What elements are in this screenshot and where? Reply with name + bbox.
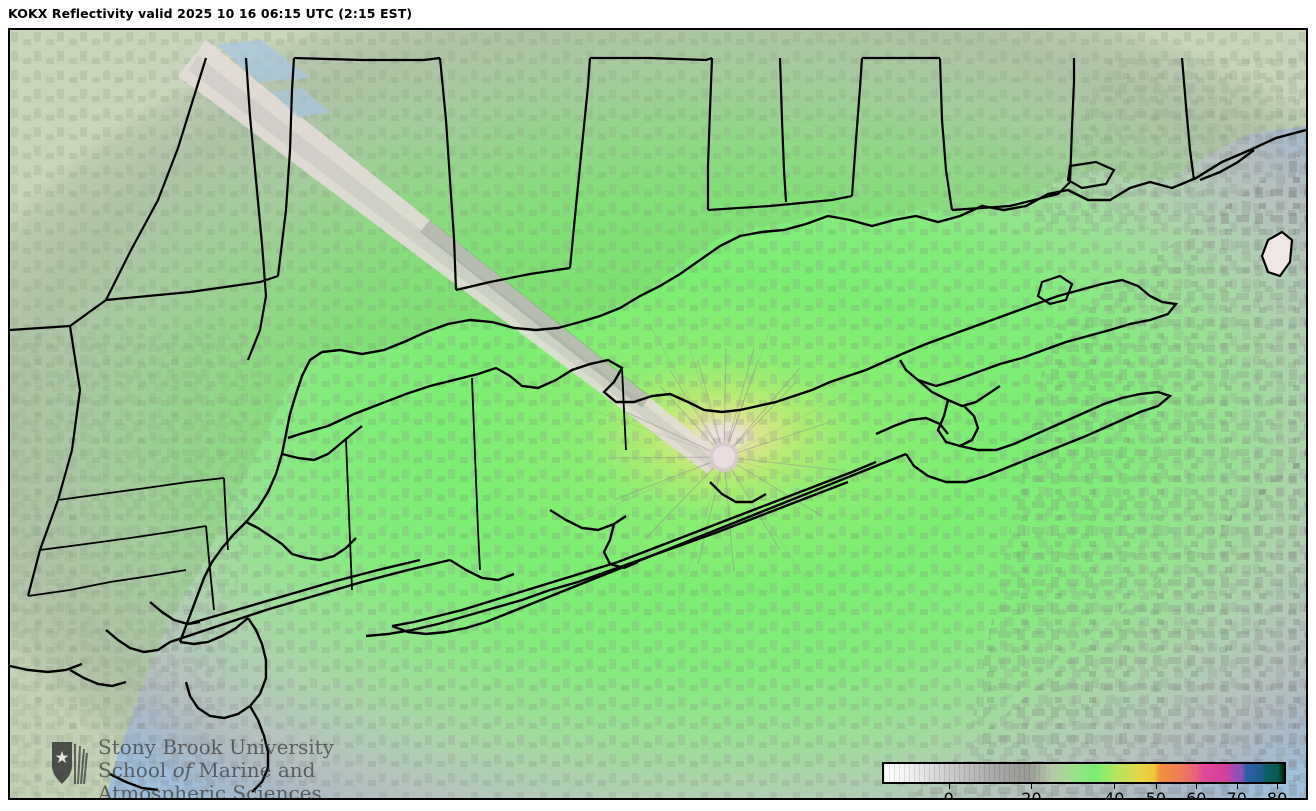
colorbar-tick-label: 80	[1267, 789, 1287, 798]
coastline-nyc-metro	[10, 351, 451, 793]
land-tint	[10, 30, 1306, 798]
colorbar-tick-label: 20	[1021, 789, 1041, 798]
colorbar-tick	[1155, 784, 1157, 789]
colorbar-tick	[948, 784, 950, 789]
map-canvas[interactable]: Stony Brook University School of Marine …	[10, 30, 1306, 798]
colorbar-ticks: 0 20 40 50 60 70 80	[874, 784, 1294, 798]
colorbar-tick	[1114, 784, 1116, 789]
state-boundaries	[10, 56, 1196, 597]
logo-line-1: Stony Brook University	[98, 735, 334, 759]
logo-line-2-em: of	[172, 758, 193, 782]
logo-text: Stony Brook University School of Marine …	[98, 735, 343, 799]
coastline-new-england	[321, 128, 1306, 356]
shield-star-icon	[52, 742, 88, 785]
offshore-islands	[1036, 160, 1294, 306]
colorbar-gradient	[884, 764, 1284, 782]
colorbar-tick-label: 0	[944, 789, 954, 798]
coastline-long-island	[327, 278, 1179, 638]
colorbar-tick	[1031, 784, 1033, 789]
colorbar-tick-label: 70	[1227, 789, 1247, 798]
map-frame[interactable]: Stony Brook University School of Marine …	[8, 28, 1308, 800]
colorbar-box[interactable]	[882, 762, 1286, 784]
colorbar-tick-label: 60	[1186, 789, 1206, 798]
page-title: KOKX Reflectivity valid 2025 10 16 06:15…	[8, 6, 413, 21]
map-geography-layer	[10, 30, 1306, 798]
logo-line-2-a: School	[98, 758, 173, 782]
colorbar-tick	[1277, 784, 1279, 789]
county-boundaries-li	[345, 367, 627, 591]
logo-line-3: Atmospheric Sciences	[98, 781, 322, 799]
county-boundaries-nj	[27, 477, 229, 611]
colorbar-banding	[884, 764, 1284, 782]
colorbar-tick-label: 40	[1104, 789, 1124, 798]
colorbar-tick	[1236, 784, 1238, 789]
clutter-texture-offshore	[10, 58, 1306, 798]
colorbar[interactable]: 0 20 40 50 60 70 80	[874, 756, 1294, 798]
colorbar-tick	[1196, 784, 1198, 789]
logo-line-2: School of Marine and	[98, 759, 343, 782]
colorbar-tick-label: 50	[1146, 789, 1166, 798]
stony-brook-logo: Stony Brook University School of Marine …	[40, 736, 340, 798]
logo-line-2-b: Marine and	[192, 758, 316, 782]
